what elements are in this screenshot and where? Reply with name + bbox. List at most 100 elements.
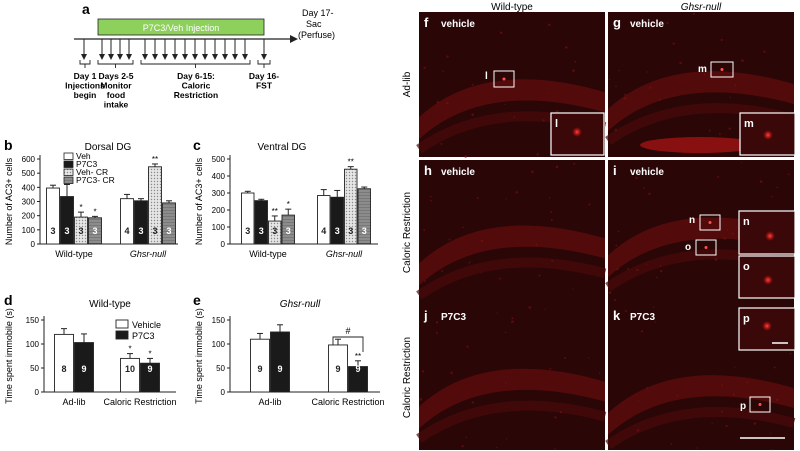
timeline-tick-arrow [117, 54, 123, 60]
bar-n-label: 9 [355, 364, 360, 374]
x-group-label: Caloric Restriction [311, 397, 384, 407]
tissue-speckle [746, 381, 749, 384]
tissue-speckle [789, 352, 792, 355]
inset-label: m [744, 118, 754, 130]
bar [74, 342, 94, 393]
timeline-label-line: begin [74, 90, 97, 100]
tissue-speckle [624, 93, 627, 96]
inset-label: l [555, 118, 558, 130]
tissue-speckle [469, 101, 471, 103]
tissue-speckle [424, 280, 426, 283]
tissue-speckle [480, 239, 484, 243]
bar [344, 168, 358, 245]
roi-label: n [689, 215, 695, 226]
tissue-speckle [528, 306, 532, 309]
roi-box [699, 214, 721, 231]
injection-bar [97, 18, 265, 36]
tissue-speckle [670, 443, 673, 445]
tissue-speckle [550, 210, 553, 213]
bar [162, 202, 176, 245]
tissue-speckle [787, 173, 790, 176]
sac-label: Sac [306, 19, 322, 29]
bar-n-label: 3 [272, 226, 277, 236]
tissue-speckle [614, 128, 618, 132]
ac3-positive-cell-inset [762, 321, 772, 331]
dentate-gyrus-band [419, 368, 605, 429]
bar-n-label: 3 [138, 226, 143, 236]
x-group-label: Wild-type [55, 249, 93, 259]
column-header: Ghsr-null [681, 2, 722, 13]
inset-box [738, 255, 796, 299]
y-tick-label: 100 [212, 223, 226, 232]
bar-n-label: 4 [124, 226, 129, 236]
tissue-speckle [471, 83, 474, 86]
tissue-speckle [446, 55, 449, 58]
ac3-positive-cell [758, 403, 762, 406]
timeline-tick-arrow [99, 54, 105, 60]
dentate-gyrus-band [419, 225, 605, 286]
y-tick-label: 0 [31, 240, 36, 249]
panel-a: a P7C3/Veh Injection Day 17- Sac (Perfus… [65, 1, 335, 110]
tissue-speckle [565, 46, 568, 49]
timeline-label-line: Day 16- [249, 71, 279, 81]
tissue-speckle [419, 397, 423, 401]
tissue-speckle [511, 320, 514, 324]
timeline-label-line: Restriction [174, 90, 218, 100]
tissue-speckle [553, 447, 556, 450]
tissue-speckle [548, 197, 551, 199]
panel-letter: e [193, 292, 201, 308]
dentate-gyrus-band [608, 71, 794, 132]
y-tick-label: 300 [22, 198, 36, 207]
tissue-speckle [718, 133, 721, 136]
tissue-speckle [564, 356, 567, 359]
y-tick-label: 150 [26, 316, 40, 325]
tissue-speckle [504, 103, 506, 106]
legend-swatch [115, 330, 129, 340]
bar [54, 333, 74, 393]
bar-n-label: 3 [50, 226, 55, 236]
tissue-speckle [721, 410, 724, 413]
bar-n-label: 10 [125, 364, 135, 374]
bar [74, 216, 88, 245]
tile-label: P7C3 [441, 312, 466, 323]
timeline-tick-arrow [152, 54, 158, 60]
tissue-speckle [574, 60, 577, 63]
tissue-speckle [753, 422, 757, 425]
roi-box [493, 70, 515, 88]
inset-label: n [743, 216, 750, 228]
tissue-speckle [496, 312, 498, 314]
tissue-speckle [551, 259, 554, 262]
tissue-speckle [659, 98, 661, 101]
tissue-speckle [544, 308, 546, 310]
tissue-speckle [765, 395, 767, 397]
tissue-speckle [651, 25, 654, 28]
panel-e-chart: e Ghsr-null 0 50 100 150 Time spent immobile (… [193, 292, 385, 407]
tissue-speckle [423, 66, 426, 70]
tissue-speckle [679, 61, 682, 65]
tissue-speckle [711, 422, 713, 425]
bar [120, 198, 134, 245]
timeline-tick-arrow [162, 54, 168, 60]
tile-label: P7C3 [630, 312, 655, 323]
chart-title: Wild-type [89, 299, 131, 310]
tissue-speckle [505, 198, 507, 200]
tissue-speckle [504, 382, 507, 384]
bar [268, 220, 282, 245]
x-group-label: Wild-type [249, 249, 287, 259]
tissue-speckle [734, 84, 737, 87]
ac3-positive-cell [502, 77, 506, 81]
tissue-speckle [535, 243, 538, 246]
tissue-speckle [627, 268, 630, 271]
tissue-speckle [435, 321, 439, 324]
y-tick-label: 50 [30, 364, 39, 373]
tissue-speckle [548, 23, 551, 27]
timeline-tick-arrow [108, 54, 114, 60]
timeline-brackets [79, 60, 271, 68]
bar-n-label: 3 [259, 226, 264, 236]
tissue-speckle [608, 291, 612, 294]
legend-swatch [63, 176, 74, 184]
tissue-speckle [513, 116, 516, 119]
timeline-tick-arrow [222, 54, 228, 60]
inset-label: o [743, 261, 750, 273]
